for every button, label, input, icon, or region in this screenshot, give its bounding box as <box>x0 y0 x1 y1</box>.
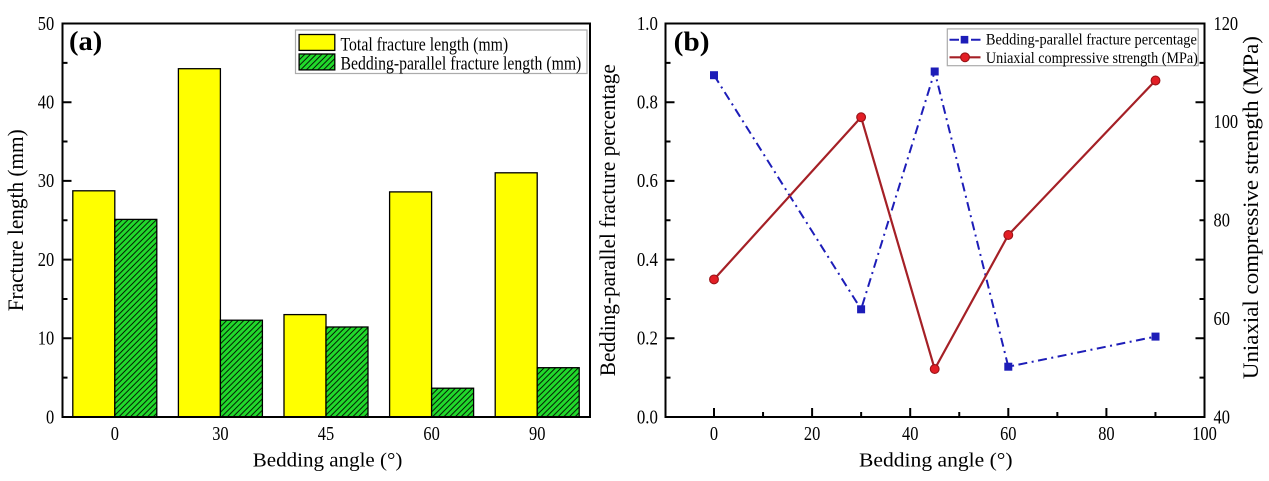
svg-text:Bedding angle (°): Bedding angle (°) <box>859 449 1013 471</box>
svg-text:0.8: 0.8 <box>637 92 658 114</box>
svg-text:0.0: 0.0 <box>637 406 658 428</box>
svg-text:10: 10 <box>38 328 54 350</box>
svg-text:0.2: 0.2 <box>637 328 658 350</box>
svg-text:Uniaxial compressive strength: Uniaxial compressive strength (MPa) <box>986 50 1198 67</box>
svg-text:Bedding-parallel fracture perc: Bedding-parallel fracture percentage <box>595 64 620 376</box>
svg-text:40: 40 <box>902 423 918 445</box>
svg-text:30: 30 <box>212 423 228 445</box>
svg-text:Uniaxial compressive strength: Uniaxial compressive strength (MPa) <box>1238 36 1263 379</box>
svg-text:80: 80 <box>1214 210 1230 232</box>
svg-text:(b): (b) <box>674 27 710 57</box>
svg-text:60: 60 <box>1214 308 1230 330</box>
svg-text:60: 60 <box>1000 423 1016 445</box>
svg-text:40: 40 <box>38 92 54 114</box>
svg-text:45: 45 <box>318 423 334 445</box>
svg-text:0: 0 <box>111 423 119 445</box>
svg-text:Fracture length (mm): Fracture length (mm) <box>3 129 28 311</box>
svg-text:Bedding angle (°): Bedding angle (°) <box>253 449 403 471</box>
svg-text:30: 30 <box>38 170 54 192</box>
svg-text:Bedding-parallel fracture perc: Bedding-parallel fracture percentage <box>986 32 1197 49</box>
svg-text:Bedding-parallel fracture leng: Bedding-parallel fracture length (mm) <box>341 54 582 75</box>
svg-text:0: 0 <box>46 406 54 428</box>
svg-text:20: 20 <box>38 249 54 271</box>
svg-text:100: 100 <box>1214 111 1239 133</box>
svg-text:100: 100 <box>1192 423 1217 445</box>
svg-text:80: 80 <box>1098 423 1114 445</box>
svg-text:60: 60 <box>423 423 439 445</box>
svg-text:0.4: 0.4 <box>637 249 658 271</box>
svg-text:20: 20 <box>804 423 820 445</box>
svg-text:120: 120 <box>1214 13 1239 35</box>
svg-text:(a): (a) <box>69 26 102 56</box>
svg-text:1.0: 1.0 <box>637 13 658 35</box>
svg-text:Total fracture length (mm): Total fracture length (mm) <box>341 34 509 55</box>
svg-text:40: 40 <box>1214 406 1230 428</box>
svg-text:50: 50 <box>38 13 54 35</box>
svg-text:0.6: 0.6 <box>637 170 658 192</box>
svg-text:90: 90 <box>529 423 545 445</box>
svg-text:0: 0 <box>710 423 718 445</box>
